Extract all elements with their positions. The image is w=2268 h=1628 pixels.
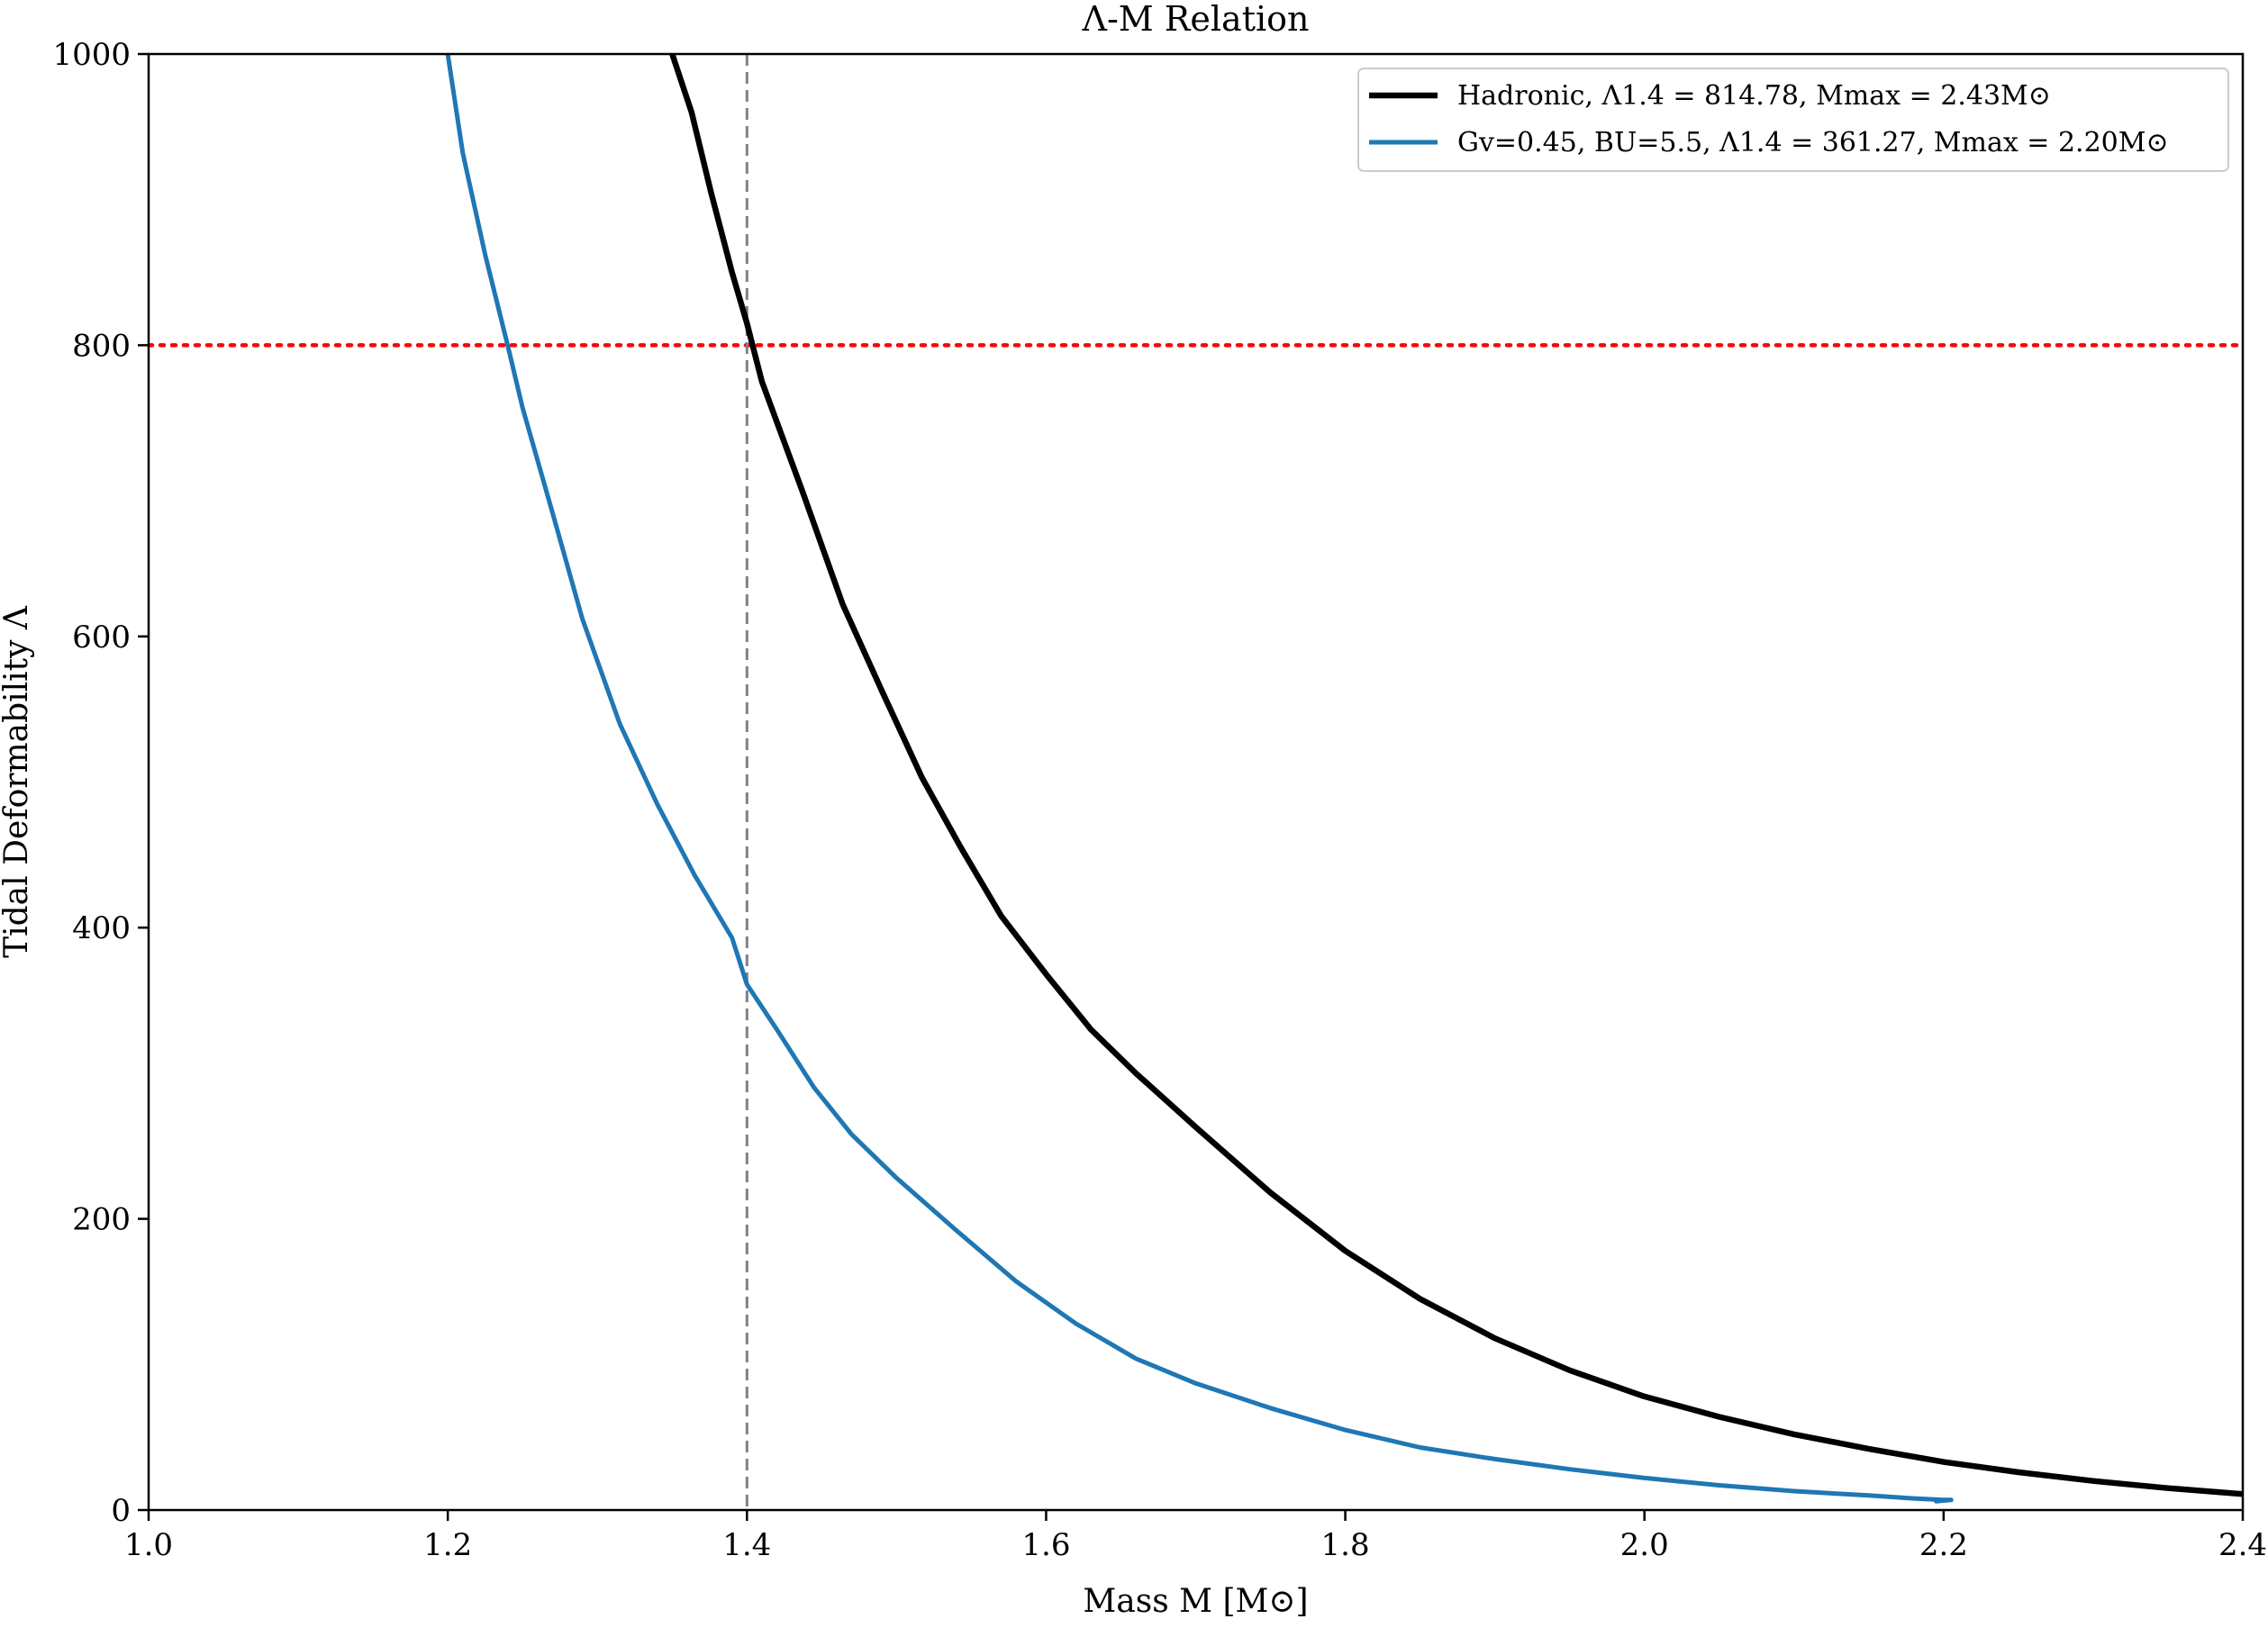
- x-tick-label: 1.4: [722, 1527, 771, 1563]
- axes-frame: [147, 52, 2245, 1512]
- y-tick-label: 200: [72, 1202, 131, 1238]
- y-tick-label: 400: [72, 910, 131, 946]
- x-tick-label: 2.2: [1919, 1527, 1968, 1563]
- legend-entry-2: Gv=0.45, BU=5.5, Λ1.4 = 361.27, Mmax = 2…: [1457, 127, 2169, 158]
- x-tick-label: 1.0: [124, 1527, 173, 1563]
- legend-box: [1357, 68, 2229, 172]
- x-tick-label: 1.2: [423, 1527, 472, 1563]
- legend-entry-1: Hadronic, Λ1.4 = 814.78, Mmax = 2.43M⊙: [1457, 80, 2051, 112]
- series-line-hadronic: [669, 54, 2243, 1497]
- y-tick-label: 0: [111, 1493, 131, 1529]
- y-tick-label: 1000: [52, 37, 131, 73]
- x-tick-label: 2.4: [2218, 1527, 2267, 1563]
- x-tick-label: 1.6: [1021, 1527, 1070, 1563]
- x-tick-label: 1.8: [1321, 1527, 1370, 1563]
- x-tick-label: 2.0: [1620, 1527, 1669, 1563]
- series-line-gv: [445, 54, 1954, 1504]
- y-tick-label: 600: [72, 620, 131, 656]
- legend: Hadronic, Λ1.4 = 814.78, Mmax = 2.43M⊙ Gv…: [1357, 68, 2229, 172]
- x-axis-label: Mass M [M⊙]: [1083, 1583, 1308, 1620]
- chart-title: Λ-M Relation: [1082, 0, 1310, 39]
- y-tick-label: 800: [72, 328, 131, 364]
- plot-area: [149, 54, 2243, 1510]
- y-axis-label: Tidal Deformability Λ: [0, 605, 35, 958]
